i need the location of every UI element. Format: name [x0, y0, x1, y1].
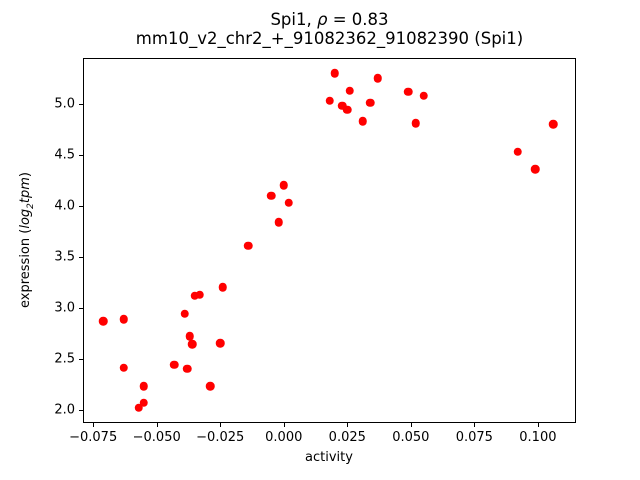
- y-tick-mark: [79, 256, 83, 258]
- scatter-point: [330, 69, 339, 78]
- y-tick-label: 2.5: [54, 351, 75, 367]
- chart-title-line1: Spi1, ρ = 0.83: [83, 10, 576, 29]
- scatter-point: [337, 101, 347, 111]
- scatter-point: [513, 147, 522, 157]
- x-tick-mark: [347, 423, 349, 427]
- scatter-point: [99, 316, 108, 326]
- scatter-point: [119, 363, 128, 373]
- y-axis-label-subscript: 2: [25, 203, 36, 209]
- y-axis-label-tpm: tpm: [18, 177, 34, 204]
- scatter-point: [218, 283, 228, 292]
- scatter-point: [345, 86, 355, 95]
- scatter-point: [404, 87, 413, 96]
- scatter-point: [185, 332, 194, 341]
- scatter-point: [119, 314, 128, 324]
- scatter-point: [195, 290, 205, 299]
- y-tick-mark: [79, 205, 83, 207]
- chart-title-line2: mm10_v2_chr2_+_91082362_91082390 (Spi1): [135, 29, 524, 48]
- scatter-point: [419, 91, 428, 100]
- scatter-point: [365, 98, 375, 108]
- x-tick-label: 0.050: [392, 430, 430, 445]
- x-tick-label: −0.025: [196, 430, 245, 445]
- y-tick-mark: [79, 103, 83, 105]
- scatter-point: [373, 74, 383, 83]
- x-tick-label: 0.000: [265, 430, 303, 445]
- scatter-point: [139, 398, 149, 407]
- y-tick-mark: [79, 358, 83, 360]
- x-tick-mark: [283, 423, 285, 427]
- title-gene-label: Spi1,: [270, 10, 317, 29]
- x-tick-label: 0.025: [328, 430, 366, 445]
- y-tick-label: 4.0: [54, 198, 75, 214]
- scatter-point: [188, 340, 197, 349]
- x-tick-mark: [410, 423, 412, 427]
- x-tick-mark: [156, 423, 158, 427]
- y-axis-label: expression (log2tpm): [18, 172, 36, 308]
- scatter-point: [139, 382, 149, 391]
- y-tick-label: 5.0: [54, 96, 75, 112]
- x-tick-label: −0.050: [132, 430, 181, 445]
- y-tick-label: 3.5: [54, 249, 75, 265]
- scatter-point: [134, 403, 144, 412]
- scatter-point: [266, 191, 276, 200]
- y-tick-mark: [79, 307, 83, 309]
- y-tick-label: 4.5: [54, 147, 75, 163]
- scatter-point: [284, 198, 294, 208]
- y-axis-label-prefix: expression (: [18, 228, 34, 308]
- scatter-point: [182, 364, 192, 374]
- y-tick-label: 2.0: [54, 402, 75, 418]
- x-axis-label: activity: [305, 450, 353, 465]
- scatter-point: [531, 164, 540, 174]
- scatter-point: [343, 105, 352, 115]
- x-tick-mark: [537, 423, 539, 427]
- scatter-point: [205, 382, 215, 391]
- x-tick-mark: [93, 423, 95, 427]
- scatter-point: [243, 241, 253, 250]
- x-tick-mark: [474, 423, 476, 427]
- rho-symbol: ρ: [316, 10, 328, 29]
- scatter-point: [274, 217, 283, 227]
- y-tick-mark: [79, 409, 83, 411]
- scatter-point: [358, 116, 367, 126]
- x-tick-label: 0.100: [519, 430, 557, 445]
- plot-area: −0.075 −0.050 −0.025 0.000 0.025 0.050 0.075 0.…: [18, 58, 576, 465]
- y-tick-mark: [79, 154, 83, 156]
- x-tick-label: −0.075: [69, 430, 118, 445]
- scatter-point: [411, 119, 421, 128]
- scatter-point: [279, 181, 288, 190]
- y-axis-label-log: log: [18, 208, 34, 229]
- y-axis-label-suffix: ): [18, 172, 34, 178]
- y-tick-label: 3.0: [54, 300, 75, 316]
- scatter-point: [190, 291, 200, 300]
- x-tick-label: 0.075: [455, 430, 493, 445]
- scatter-point: [548, 120, 558, 129]
- scatter-point: [325, 96, 334, 106]
- title-correlation-value: = 0.83: [327, 10, 389, 29]
- chart-title: Spi1, ρ = 0.83 mm10_v2_chr2_+_91082362_9…: [83, 10, 576, 48]
- scatter-point: [215, 339, 225, 348]
- axes-spines: [83, 58, 576, 423]
- scatter-point: [180, 309, 189, 319]
- scatter-point: [170, 360, 179, 370]
- x-tick-mark: [220, 423, 222, 427]
